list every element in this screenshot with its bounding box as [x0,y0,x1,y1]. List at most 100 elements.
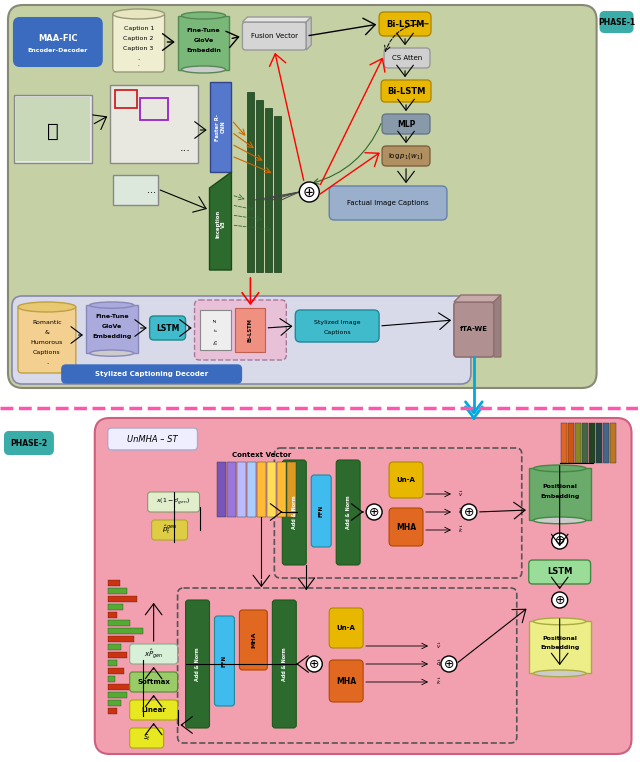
FancyBboxPatch shape [108,676,115,682]
Text: Add & Norm: Add & Norm [195,647,200,680]
Text: ⊕: ⊕ [444,658,454,671]
FancyBboxPatch shape [381,80,431,102]
Text: Embedding: Embedding [540,494,579,498]
FancyBboxPatch shape [389,462,423,498]
Ellipse shape [533,670,586,677]
FancyBboxPatch shape [130,728,164,748]
Text: $\vec{q}$: $\vec{q}$ [458,507,463,517]
FancyBboxPatch shape [130,644,177,664]
FancyBboxPatch shape [108,684,132,690]
FancyBboxPatch shape [295,310,379,342]
Text: Context Vector: Context Vector [232,452,291,458]
Text: $x\hat{P}_{gen}$: $x\hat{P}_{gen}$ [144,647,163,661]
FancyBboxPatch shape [236,308,266,352]
FancyBboxPatch shape [282,460,307,565]
FancyBboxPatch shape [603,423,609,463]
FancyBboxPatch shape [148,492,200,512]
FancyBboxPatch shape [14,95,92,163]
FancyBboxPatch shape [243,22,307,50]
FancyBboxPatch shape [108,668,124,674]
Text: Bi-LSTM: Bi-LSTM [387,87,425,95]
Text: Bi-LSTM: Bi-LSTM [248,318,253,342]
FancyBboxPatch shape [86,305,138,353]
FancyBboxPatch shape [12,296,471,384]
Text: GloVe: GloVe [193,37,214,43]
FancyBboxPatch shape [382,146,430,166]
Text: GloVe: GloVe [102,324,122,328]
FancyBboxPatch shape [257,462,266,517]
FancyBboxPatch shape [113,175,157,205]
Text: Fine-Tune: Fine-Tune [187,27,220,33]
Text: $\vec{v}$: $\vec{v}$ [458,489,463,498]
Text: Embedding: Embedding [540,645,579,651]
FancyBboxPatch shape [108,612,116,618]
Text: UnMHA – ST: UnMHA – ST [127,434,178,443]
FancyBboxPatch shape [186,600,209,728]
FancyBboxPatch shape [108,636,134,642]
FancyBboxPatch shape [150,316,186,340]
FancyBboxPatch shape [108,628,143,634]
FancyBboxPatch shape [311,475,332,547]
FancyBboxPatch shape [18,305,76,373]
FancyBboxPatch shape [108,596,137,602]
FancyBboxPatch shape [609,423,616,463]
Text: $\vec{k}$: $\vec{k}$ [436,677,442,687]
Circle shape [552,533,568,549]
Text: Caption 3: Caption 3 [124,46,154,50]
FancyBboxPatch shape [108,692,127,698]
Text: $\log p_1(w_1)$: $\log p_1(w_1)$ [388,151,424,161]
Text: Captions: Captions [323,329,351,335]
FancyBboxPatch shape [529,469,591,520]
FancyBboxPatch shape [195,300,286,360]
FancyBboxPatch shape [248,92,254,272]
FancyBboxPatch shape [108,708,116,714]
Polygon shape [243,17,311,22]
FancyBboxPatch shape [561,423,566,463]
Text: Add & Norm: Add & Norm [346,495,351,529]
FancyBboxPatch shape [266,108,273,272]
FancyBboxPatch shape [108,580,120,586]
FancyBboxPatch shape [379,12,431,36]
FancyBboxPatch shape [582,423,588,463]
Text: $\hat{p}_t^{gen}$: $\hat{p}_t^{gen}$ [162,523,177,536]
Ellipse shape [90,302,134,309]
Text: $\vec{q}$: $\vec{q}$ [436,659,442,669]
Text: ...: ... [180,143,191,153]
Text: Embeddin: Embeddin [186,47,221,53]
Text: $\vec{v}$: $\vec{v}$ [436,642,442,651]
Text: LSTM: LSTM [156,324,179,332]
Text: Humorous: Humorous [31,340,63,344]
Text: PHASE-2: PHASE-2 [10,438,47,447]
Ellipse shape [18,302,76,312]
FancyBboxPatch shape [277,462,286,517]
FancyBboxPatch shape [214,616,234,706]
FancyBboxPatch shape [336,460,360,565]
Text: FFN: FFN [222,655,227,667]
FancyBboxPatch shape [268,462,276,517]
Text: .: . [138,55,140,61]
Text: Captions: Captions [33,350,61,354]
Text: z: z [213,319,218,322]
FancyBboxPatch shape [130,672,177,692]
Text: CS Atten: CS Atten [392,55,422,61]
FancyBboxPatch shape [529,621,591,674]
FancyBboxPatch shape [108,620,130,626]
FancyBboxPatch shape [454,302,494,357]
Text: MLP: MLP [397,120,415,129]
FancyBboxPatch shape [152,520,188,540]
Ellipse shape [182,66,225,73]
Circle shape [366,504,382,520]
Text: r: r [213,328,218,331]
Text: Faster R-
CNN: Faster R- CNN [215,114,226,140]
FancyBboxPatch shape [227,462,236,517]
Text: MAA-FIC: MAA-FIC [38,34,77,43]
Text: ⊕: ⊕ [554,534,565,548]
Polygon shape [307,17,311,50]
Text: $s_t$: $s_t$ [143,733,151,743]
FancyBboxPatch shape [62,365,241,383]
Circle shape [300,182,319,202]
Text: ⊕: ⊕ [463,505,474,518]
FancyBboxPatch shape [257,100,264,272]
Text: PHASE-1: PHASE-1 [598,18,635,27]
FancyBboxPatch shape [275,116,282,272]
